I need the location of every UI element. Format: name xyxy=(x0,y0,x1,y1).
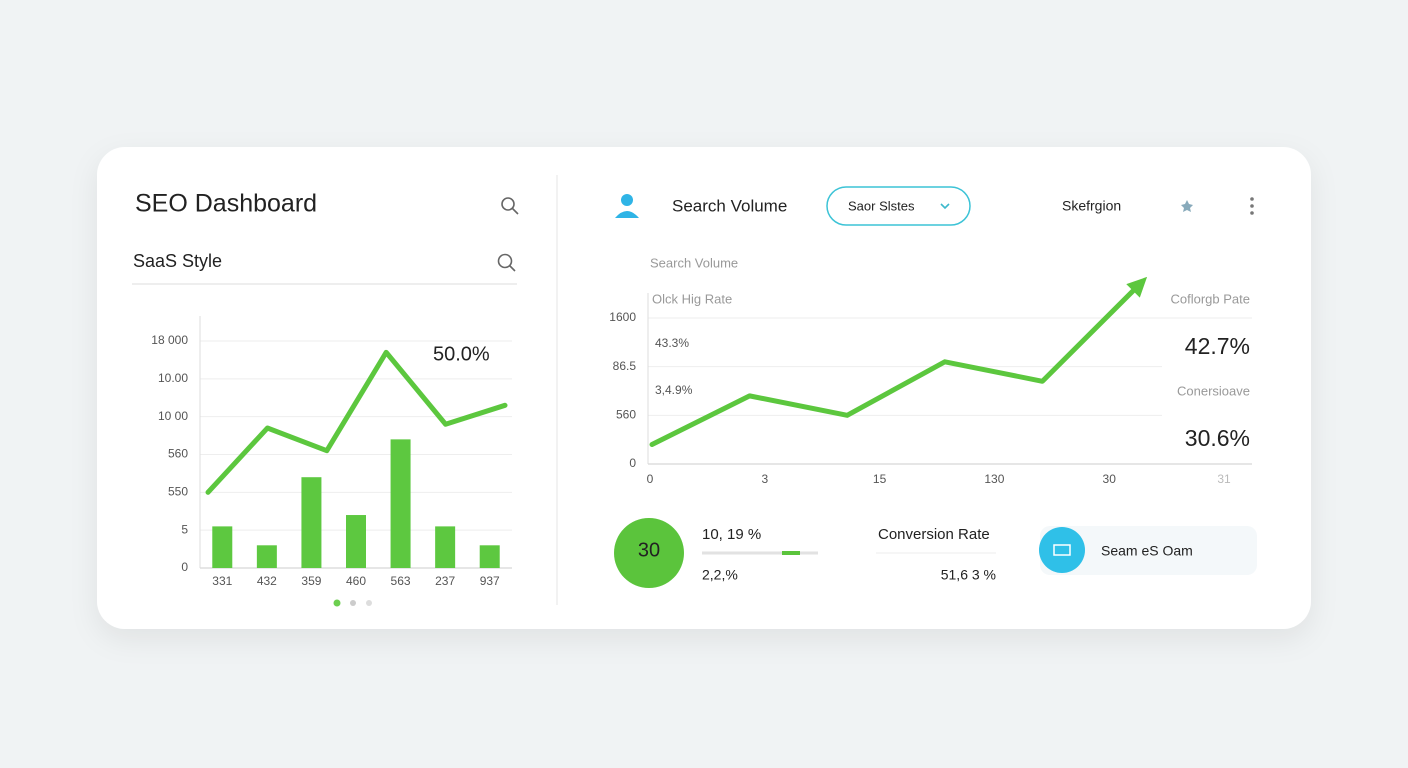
line xyxy=(649,281,1143,448)
stat-primary: 10, 19 % xyxy=(702,526,761,543)
y-tick-label: 560 xyxy=(168,447,188,461)
stat-secondary: 2,2,% xyxy=(702,567,738,583)
side-label: Coflorgb Pate xyxy=(1171,291,1251,306)
y-tick-label: 5 xyxy=(181,522,188,536)
pill[interactable] xyxy=(1040,526,1257,575)
annotation: Search Volume xyxy=(650,255,738,270)
y-tick-label: 18 000 xyxy=(151,333,188,347)
star-icon[interactable] xyxy=(1181,200,1193,212)
x-tick-label: 3 xyxy=(761,472,768,486)
chevron xyxy=(940,203,950,210)
annotation: Olck Hig Rate xyxy=(652,291,732,306)
toolbar-title: Search Volume xyxy=(672,196,787,215)
subtitle: SaaS Style xyxy=(133,251,222,271)
side-panel xyxy=(1162,320,1254,370)
x-tick-label: 937 xyxy=(480,574,500,588)
bar xyxy=(479,545,500,568)
mail-icon xyxy=(1053,544,1071,556)
y-tick-label: 0 xyxy=(629,456,636,470)
y-tick-label: 10.00 xyxy=(158,371,188,385)
side-value: 42.7% xyxy=(1185,333,1250,359)
badge-value: 30 xyxy=(638,539,660,561)
line xyxy=(205,349,508,495)
annotation: 3,4.9% xyxy=(655,383,693,397)
dropdown[interactable] xyxy=(826,186,971,226)
y-tick-label: 1600 xyxy=(609,310,636,324)
x-tick-label: 359 xyxy=(301,574,321,588)
x-tick-label: 15 xyxy=(873,472,887,486)
region[interactable]: Skefrgion xyxy=(1062,198,1121,214)
side-panel xyxy=(1162,412,1254,462)
conversion-value: 51,6 3 % xyxy=(941,567,996,583)
bar xyxy=(301,477,322,568)
y-tick-label: 0 xyxy=(181,560,188,574)
y-tick-label: 10 00 xyxy=(158,409,188,423)
bar xyxy=(256,545,277,568)
side-label: Conersioave xyxy=(1177,383,1250,398)
title: SEO Dashboard xyxy=(135,190,317,218)
pill-label: Seam eS Oam xyxy=(1101,543,1193,559)
menu-icon[interactable] xyxy=(1250,197,1254,215)
user-icon xyxy=(615,194,639,218)
x-tick-label: 432 xyxy=(257,574,277,588)
side-value: 30.6% xyxy=(1185,425,1250,451)
annotation: 50.0% xyxy=(433,343,490,365)
annotation: 43.3% xyxy=(655,336,689,350)
y-tick-label: 86.5 xyxy=(613,359,637,373)
conversion-label: Conversion Rate xyxy=(878,526,990,543)
dropdown-label: Saor Slstes xyxy=(848,198,915,213)
x-tick-label: 331 xyxy=(212,574,232,588)
x-tick-label: 130 xyxy=(984,472,1004,486)
bar xyxy=(435,526,456,568)
badge xyxy=(614,518,684,588)
x-tick-label: 31 xyxy=(1217,472,1231,486)
y-tick-label: 560 xyxy=(616,408,636,422)
x-tick-label: 30 xyxy=(1103,472,1117,486)
bar xyxy=(212,526,233,568)
bar xyxy=(390,439,411,568)
x-tick-label: 237 xyxy=(435,574,455,588)
x-tick-label: 460 xyxy=(346,574,366,588)
y-tick-label: 550 xyxy=(168,485,188,499)
search-icon[interactable] xyxy=(497,253,516,272)
x-tick-label: 0 xyxy=(647,472,654,486)
x-tick-label: 563 xyxy=(391,574,411,588)
search-icon[interactable] xyxy=(501,197,519,215)
pagination[interactable] xyxy=(333,599,373,607)
arrowhead xyxy=(1126,276,1148,298)
bar xyxy=(346,515,366,568)
pill-icon xyxy=(1039,527,1085,573)
